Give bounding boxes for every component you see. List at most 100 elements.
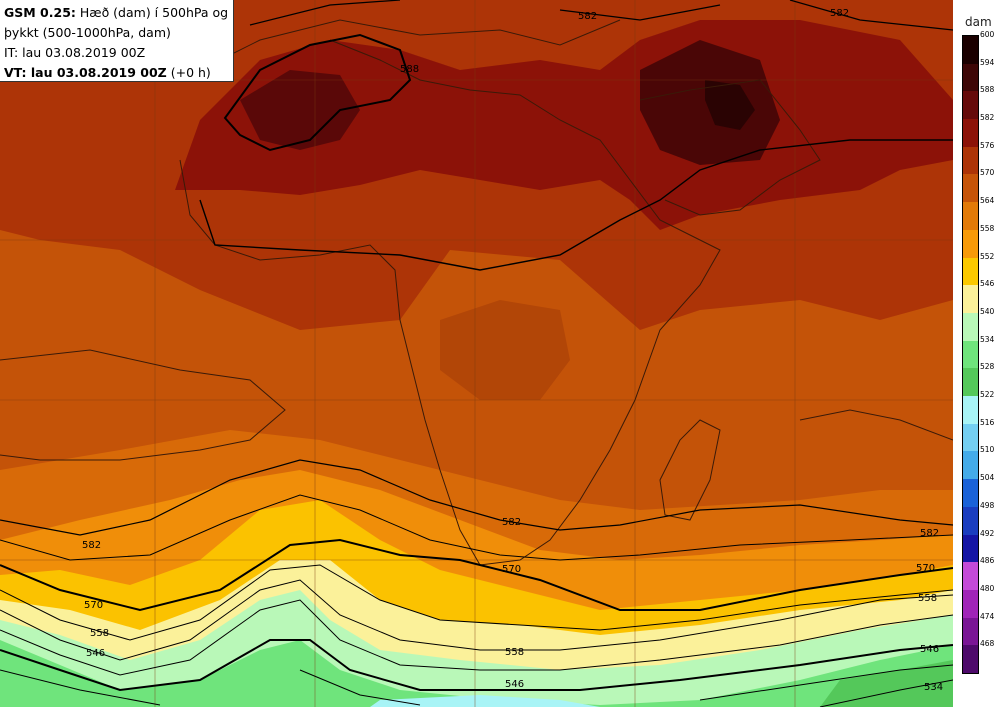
legend-colorbar	[962, 35, 979, 674]
init-time: IT: lau 03.08.2019 00Z	[4, 45, 146, 60]
legend-tick-label: 510	[980, 445, 995, 455]
contour-label: 546	[505, 679, 524, 690]
legend-tick-label: 540	[980, 306, 995, 316]
field-534-band	[820, 660, 953, 707]
legend-unit: dam	[965, 15, 992, 29]
legend-tick-label: 546	[980, 279, 995, 289]
legend-tick-label: 582	[980, 113, 995, 123]
legend-tick-label: 480	[980, 583, 995, 593]
contour-label: 582	[920, 528, 939, 539]
contour-552-south	[0, 599, 953, 676]
legend-swatch	[963, 617, 978, 646]
legend-swatch	[963, 340, 978, 369]
graticule	[0, 0, 953, 707]
contour-582-south	[0, 459, 953, 536]
legend-tick-label: 528	[980, 362, 995, 372]
legend-tick-label: 564	[980, 196, 995, 206]
contour-label: 570	[916, 563, 935, 574]
legend-tick-label: 468	[980, 639, 995, 649]
legend-tick-label: 474	[980, 611, 995, 621]
contour-label: 558	[90, 628, 109, 639]
legend-tick-label: 486	[980, 556, 995, 566]
legend-tick-label: 504	[980, 473, 995, 483]
coastlines	[0, 19, 953, 566]
legend-swatch	[963, 534, 978, 563]
legend-swatch	[963, 368, 978, 397]
legend-swatch	[963, 423, 978, 452]
legend-swatch	[963, 229, 978, 259]
field-540-band	[0, 640, 953, 707]
contour-558-south	[0, 579, 953, 661]
legend-swatch	[963, 285, 978, 314]
legend-swatch	[963, 562, 978, 591]
legend-swatch	[963, 451, 978, 480]
legend-tick-label: 522	[980, 390, 995, 400]
contour-540-south	[0, 664, 953, 706]
coast-africa	[179, 39, 721, 566]
coast-madagascar	[659, 419, 721, 521]
contour-582-north	[199, 139, 953, 271]
contour-546-south	[0, 639, 953, 692]
legend-swatch	[963, 589, 978, 619]
contour-label: 546	[86, 648, 105, 659]
field-description: Hæð (dam) í 500hPa og	[79, 5, 229, 20]
contour-588-north	[223, 33, 412, 152]
legend-tick-label: 576	[980, 140, 995, 150]
legend-tick-label: 492	[980, 528, 995, 538]
valid-time: VT: lau 03.08.2019 00Z	[4, 65, 167, 80]
model-name: GSM 0.25:	[4, 5, 76, 20]
contour-570-south	[0, 538, 953, 612]
legend-tick-label: 552	[980, 251, 995, 261]
legend-swatch	[963, 396, 978, 425]
legend-tick-label: 534	[980, 334, 995, 344]
legend-tick-label: 594	[980, 57, 995, 67]
legend-swatch	[963, 312, 978, 342]
field-description-2: þykkt (500-1000hPa, dam)	[4, 25, 171, 40]
contour-534-south	[819, 679, 953, 707]
legend-swatch	[963, 257, 978, 286]
contour-label: 546	[920, 644, 939, 655]
valid-offset: (+0 h)	[170, 65, 211, 80]
legend-swatch	[963, 645, 978, 674]
field-570-central	[440, 300, 570, 400]
legend-swatch	[963, 174, 978, 203]
legend-swatch	[963, 119, 978, 148]
field-528-band	[370, 695, 600, 707]
weather-map: 582 582 588 582 582 582 570 570 570 558 …	[0, 0, 953, 707]
legend-swatch	[963, 202, 978, 231]
legend-tick-label: 498	[980, 500, 995, 510]
legend-tick-label: 558	[980, 223, 995, 233]
color-legend: dam 600 594 588 582 576 570 564 558 552 546 540 534…	[953, 0, 1000, 707]
legend-tick-label: 588	[980, 85, 995, 95]
contour-label: 558	[505, 647, 524, 658]
contour-label: 588	[400, 64, 419, 75]
legend-swatch	[963, 479, 978, 508]
field-600-core	[705, 80, 755, 130]
contour-label: 582	[82, 540, 101, 551]
coast-mediterranean	[199, 19, 621, 71]
contour-576-south	[0, 494, 953, 561]
legend-tick-label: 570	[980, 168, 995, 178]
coast-south-america	[0, 349, 286, 461]
contour-label: 582	[830, 8, 849, 19]
field-594-sahara	[240, 70, 360, 150]
contour-label: 570	[502, 564, 521, 575]
legend-swatch	[963, 146, 978, 175]
legend-tick-label: 516	[980, 417, 995, 427]
contour-582-top	[249, 0, 953, 31]
contour-564-south	[0, 564, 953, 641]
map-info-box: GSM 0.25: Hæð (dam) í 500hPa og þykkt (5…	[0, 0, 234, 82]
contour-label: 582	[578, 11, 597, 22]
legend-swatch	[963, 36, 978, 65]
contour-label: 558	[918, 593, 937, 604]
coast-australia	[799, 409, 953, 441]
legend-tick-label: 600	[980, 30, 995, 39]
contour-label: 582	[502, 517, 521, 528]
legend-swatch	[963, 63, 978, 92]
contour-label: 570	[84, 600, 103, 611]
legend-swatch	[963, 506, 978, 535]
height-contours	[0, 0, 953, 707]
coast-arabia	[639, 79, 821, 216]
legend-swatch	[963, 91, 978, 120]
contour-label: 534	[924, 682, 943, 693]
